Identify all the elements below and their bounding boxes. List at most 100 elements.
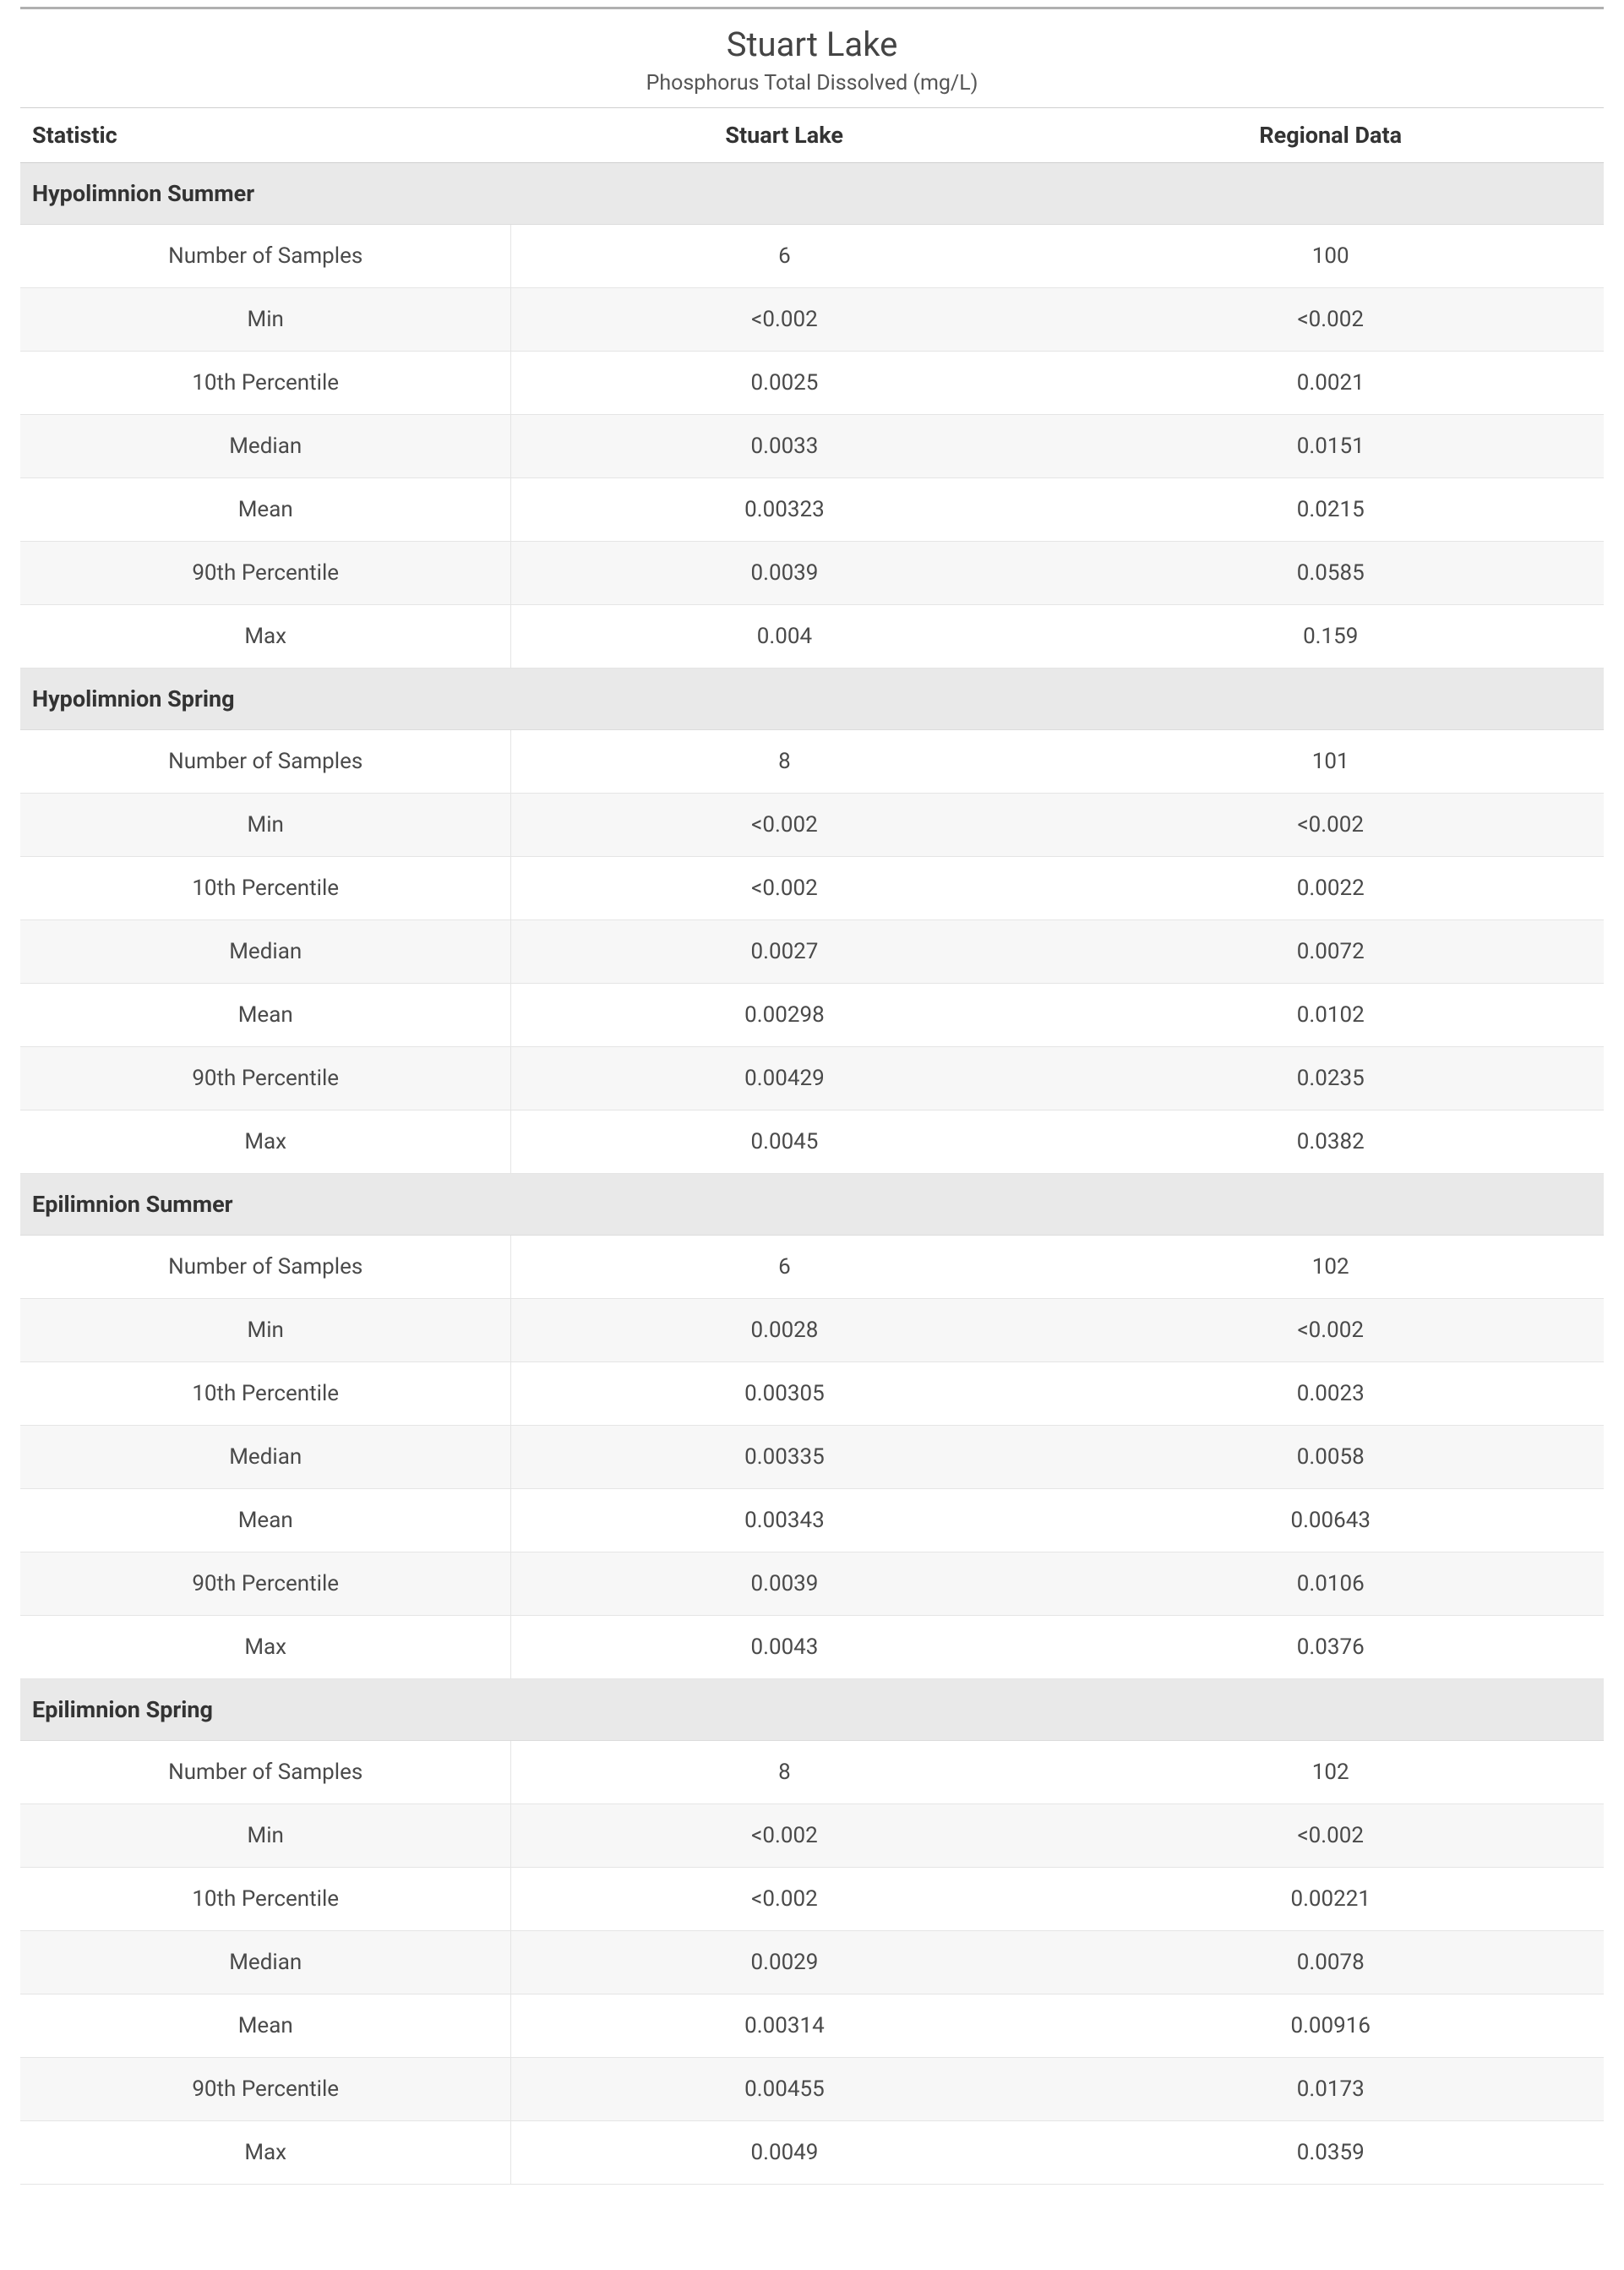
stat-label: Max (20, 605, 511, 668)
table-row: Number of Samples8101 (20, 730, 1604, 794)
col-header-lake: Stuart Lake (511, 108, 1058, 163)
region-value: 0.0072 (1057, 920, 1604, 984)
region-value: 0.0021 (1057, 352, 1604, 415)
lake-value: 0.00429 (511, 1047, 1058, 1110)
region-value: 0.0585 (1057, 542, 1604, 605)
region-value: 0.0382 (1057, 1110, 1604, 1174)
stat-label: Min (20, 1299, 511, 1362)
region-value: <0.002 (1057, 288, 1604, 352)
data-table: Statistic Stuart Lake Regional Data Hypo… (20, 107, 1604, 2185)
group-header: Epilimnion Summer (20, 1174, 1604, 1236)
stat-label: 90th Percentile (20, 1047, 511, 1110)
stat-label: 90th Percentile (20, 2058, 511, 2121)
table-row: Number of Samples8102 (20, 1741, 1604, 1804)
group-name: Epilimnion Spring (20, 1679, 1604, 1741)
stat-label: Median (20, 1426, 511, 1489)
lake-value: 6 (511, 1236, 1058, 1299)
stat-label: Max (20, 1110, 511, 1174)
table-row: 10th Percentile0.00250.0021 (20, 352, 1604, 415)
region-value: <0.002 (1057, 1804, 1604, 1868)
stat-label: 90th Percentile (20, 1552, 511, 1616)
stat-label: Median (20, 415, 511, 478)
region-value: 0.00643 (1057, 1489, 1604, 1552)
group-header: Hypolimnion Summer (20, 163, 1604, 225)
stat-label: Min (20, 288, 511, 352)
region-value: 0.159 (1057, 605, 1604, 668)
stat-label: 90th Percentile (20, 542, 511, 605)
region-value: 0.0173 (1057, 2058, 1604, 2121)
lake-value: 0.00335 (511, 1426, 1058, 1489)
stat-label: Max (20, 1616, 511, 1679)
table-row: 90th Percentile0.00390.0106 (20, 1552, 1604, 1616)
table-row: Max0.00490.0359 (20, 2121, 1604, 2185)
lake-value: <0.002 (511, 794, 1058, 857)
table-row: Min<0.002<0.002 (20, 1804, 1604, 1868)
region-value: 0.0359 (1057, 2121, 1604, 2185)
region-value: 0.0023 (1057, 1362, 1604, 1426)
stat-label: 10th Percentile (20, 1868, 511, 1931)
table-row: 10th Percentile<0.0020.00221 (20, 1868, 1604, 1931)
table-row: Max0.0040.159 (20, 605, 1604, 668)
stat-label: 10th Percentile (20, 352, 511, 415)
lake-value: 0.0027 (511, 920, 1058, 984)
stat-label: Number of Samples (20, 1236, 511, 1299)
stat-label: Min (20, 794, 511, 857)
stat-label: Median (20, 1931, 511, 1994)
table-row: Median0.00270.0072 (20, 920, 1604, 984)
lake-value: 8 (511, 730, 1058, 794)
group-header: Hypolimnion Spring (20, 668, 1604, 730)
lake-value: 0.00343 (511, 1489, 1058, 1552)
lake-value: 0.0029 (511, 1931, 1058, 1994)
region-value: 101 (1057, 730, 1604, 794)
group-name: Hypolimnion Spring (20, 668, 1604, 730)
lake-value: 0.0039 (511, 1552, 1058, 1616)
region-value: 0.0058 (1057, 1426, 1604, 1489)
stat-label: Number of Samples (20, 730, 511, 794)
lake-value: 0.0045 (511, 1110, 1058, 1174)
region-value: 0.0215 (1057, 478, 1604, 542)
lake-value: 0.00305 (511, 1362, 1058, 1426)
table-row: 10th Percentile<0.0020.0022 (20, 857, 1604, 920)
region-value: 0.0022 (1057, 857, 1604, 920)
table-row: Mean0.003230.0215 (20, 478, 1604, 542)
col-header-region: Regional Data (1057, 108, 1604, 163)
stat-label: Median (20, 920, 511, 984)
region-value: 0.00916 (1057, 1994, 1604, 2058)
region-value: <0.002 (1057, 1299, 1604, 1362)
table-row: 90th Percentile0.004290.0235 (20, 1047, 1604, 1110)
lake-value: 8 (511, 1741, 1058, 1804)
lake-value: 0.00298 (511, 984, 1058, 1047)
table-body: Hypolimnion SummerNumber of Samples6100M… (20, 163, 1604, 2185)
page-wrap: Stuart Lake Phosphorus Total Dissolved (… (0, 0, 1624, 2218)
data-panel: Stuart Lake Phosphorus Total Dissolved (… (20, 7, 1604, 2185)
lake-value: 0.0039 (511, 542, 1058, 605)
region-value: 102 (1057, 1741, 1604, 1804)
page-title: Stuart Lake (20, 25, 1604, 64)
stat-label: 10th Percentile (20, 1362, 511, 1426)
table-row: Number of Samples6102 (20, 1236, 1604, 1299)
lake-value: <0.002 (511, 1804, 1058, 1868)
lake-value: 0.0025 (511, 352, 1058, 415)
table-row: Max0.00430.0376 (20, 1616, 1604, 1679)
stat-label: Mean (20, 1489, 511, 1552)
region-value: 0.0151 (1057, 415, 1604, 478)
table-row: 90th Percentile0.004550.0173 (20, 2058, 1604, 2121)
stat-label: Max (20, 2121, 511, 2185)
region-value: <0.002 (1057, 794, 1604, 857)
table-row: 10th Percentile0.003050.0023 (20, 1362, 1604, 1426)
stat-label: 10th Percentile (20, 857, 511, 920)
table-row: Median0.00330.0151 (20, 415, 1604, 478)
table-row: Mean0.003140.00916 (20, 1994, 1604, 2058)
lake-value: <0.002 (511, 1868, 1058, 1931)
lake-value: 0.004 (511, 605, 1058, 668)
table-header-row: Statistic Stuart Lake Regional Data (20, 108, 1604, 163)
lake-value: <0.002 (511, 857, 1058, 920)
stat-label: Number of Samples (20, 1741, 511, 1804)
group-name: Hypolimnion Summer (20, 163, 1604, 225)
stat-label: Number of Samples (20, 225, 511, 288)
table-row: Mean0.003430.00643 (20, 1489, 1604, 1552)
lake-value: 0.00314 (511, 1994, 1058, 2058)
region-value: 0.0078 (1057, 1931, 1604, 1994)
lake-value: 6 (511, 225, 1058, 288)
col-header-statistic: Statistic (20, 108, 511, 163)
